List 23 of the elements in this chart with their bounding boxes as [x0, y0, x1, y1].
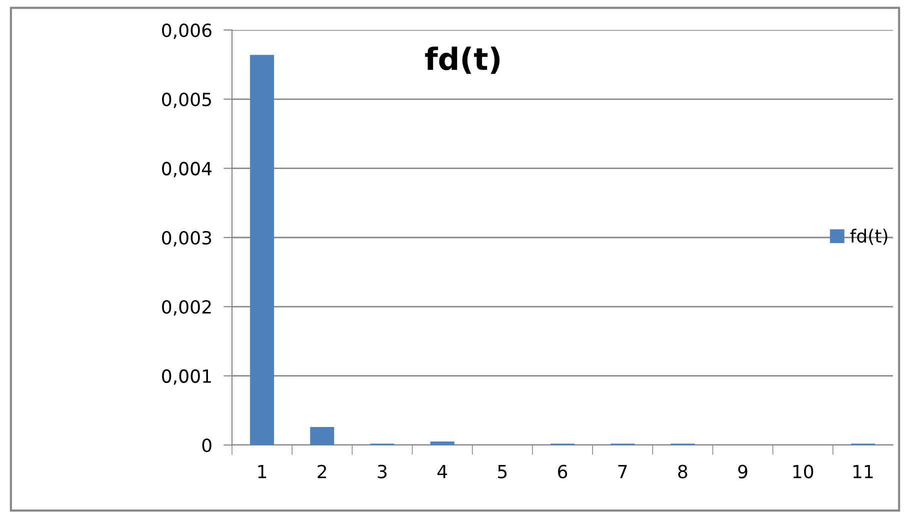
x-tick-label: 3	[378, 464, 387, 478]
bar	[250, 54, 274, 445]
legend-label: fd(t)	[850, 228, 888, 245]
y-tick-label: 0,005	[162, 92, 211, 108]
x-tick-label: 10	[793, 464, 814, 478]
x-tick-label: 11	[853, 465, 873, 478]
x-tick-label: 8	[678, 464, 688, 478]
x-tick-label: 7	[618, 465, 627, 478]
y-tick-label: 0,001	[162, 369, 211, 385]
x-tick-label: 6	[558, 464, 568, 478]
x-tick-label: 9	[738, 464, 748, 478]
bar	[310, 427, 334, 445]
y-tick-label: 0	[202, 438, 212, 452]
bar	[430, 442, 454, 445]
x-tick-label: 4	[437, 465, 448, 478]
x-tick-label: 5	[498, 465, 507, 478]
chart-title: fd(t)	[425, 46, 500, 74]
x-tick-label: 1	[258, 465, 266, 478]
y-tick-label: 0,002	[162, 300, 211, 316]
y-tick-label: 0,006	[162, 23, 212, 39]
y-tick-label: 0,004	[162, 162, 212, 178]
x-tick-label: 2	[318, 464, 326, 478]
y-tick-label: 0,003	[162, 230, 212, 246]
